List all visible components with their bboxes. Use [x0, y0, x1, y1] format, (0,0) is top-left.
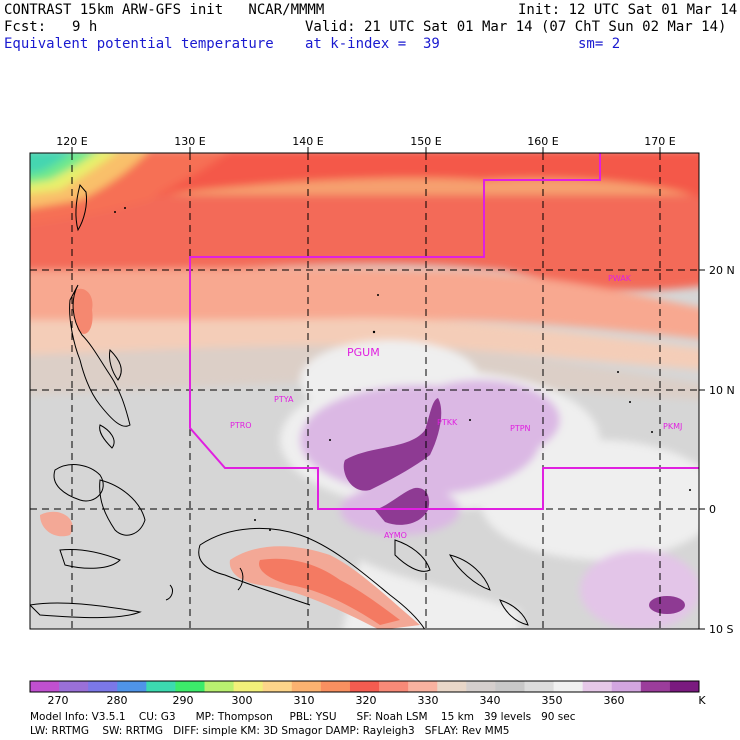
colorbar-swatch — [291, 681, 322, 692]
smoothing: sm= 2 — [578, 36, 621, 52]
axis-ticks — [71, 147, 705, 630]
colorbar-unit: K — [698, 694, 706, 707]
colorbar-swatch — [379, 681, 409, 692]
forecast-hour-label: Fcst: — [4, 19, 47, 35]
colorbar-frame — [29, 680, 700, 693]
model-info-line2: LW: RRTMG SW: RRTMG DIFF: simple KM: 3D … — [30, 725, 510, 737]
init-time: Init: 12 UTC Sat 01 Mar 14 — [518, 2, 738, 18]
model-title: CONTRAST 15km ARW-GFS init NCAR/MMMM — [4, 2, 325, 18]
colorbar-swatch — [117, 681, 147, 692]
colorbar-label-350: 350 — [541, 694, 563, 707]
domain-boundary — [189, 153, 699, 510]
colorbar-label-280: 280 — [106, 694, 128, 707]
colorbar-label-270: 270 — [47, 694, 69, 707]
station-pkmj: PKMJ — [663, 422, 682, 431]
colorbar-swatch — [88, 681, 118, 692]
colorbar-swatch — [495, 681, 525, 692]
colorbar-swatch — [582, 681, 613, 692]
colorbar-label-310: 310 — [293, 694, 315, 707]
colorbar-swatch — [349, 681, 380, 692]
temperature-field — [30, 153, 699, 629]
graticule — [30, 153, 699, 629]
lat-label-10s: 10 S — [709, 623, 733, 636]
longitude-labels: 120 E 130 E 140 E 150 E 160 E 170 E — [56, 135, 675, 148]
colorbar-label-330: 330 — [417, 694, 439, 707]
lon-label-160: 160 E — [527, 135, 558, 148]
lon-label-120: 120 E — [56, 135, 87, 148]
colorbar — [29, 680, 700, 693]
field-name: Equivalent potential temperature — [4, 36, 274, 52]
colorbar-swatch — [553, 681, 584, 692]
valid-time: Valid: 21 UTC Sat 01 Mar 14 (07 ChT Sun … — [305, 19, 727, 35]
station-ptro: PTRO — [230, 421, 252, 430]
level-index: at k-index = 39 — [305, 36, 440, 52]
lon-label-130: 130 E — [174, 135, 205, 148]
lat-label-0: 0 — [709, 503, 716, 516]
station-labels: PGUM PTYA PTRO PTKK PTPN PKMJ PWAK AYMO — [230, 274, 682, 540]
colorbar-swatch — [204, 681, 235, 692]
colorbar-swatch — [233, 681, 264, 692]
colorbar-swatch — [524, 681, 555, 692]
station-ptkk: PTKK — [437, 418, 458, 427]
colorbar-swatch — [640, 681, 671, 692]
colorbar-swatch — [669, 681, 700, 692]
map-frame — [29, 152, 700, 630]
colorbar-swatch — [408, 681, 438, 692]
colorbar-swatch — [437, 681, 467, 692]
coastlines — [30, 183, 529, 629]
colorbar-label-300: 300 — [231, 694, 253, 707]
station-ptya: PTYA — [274, 395, 294, 404]
colorbar-label-290: 290 — [172, 694, 194, 707]
lat-label-10n: 10 N — [709, 384, 735, 397]
colorbar-swatch — [320, 681, 351, 692]
colorbar-swatch — [175, 681, 206, 692]
station-ptpn: PTPN — [510, 424, 531, 433]
lat-label-20n: 20 N — [709, 264, 735, 277]
lon-label-150: 150 E — [410, 135, 441, 148]
model-info-line1: Model Info: V3.5.1 CU: G3 MP: Thompson P… — [30, 711, 576, 723]
station-pgum: PGUM — [347, 346, 380, 359]
small-islands — [114, 207, 691, 531]
colorbar-label-340: 340 — [479, 694, 501, 707]
forecast-hour-value: 9 h — [72, 19, 98, 35]
colorbar-swatch — [262, 681, 293, 692]
colorbar-label-320: 320 — [355, 694, 377, 707]
station-aymo: AYMO — [384, 531, 407, 540]
colorbar-label-360: 360 — [603, 694, 625, 707]
colorbar-swatch — [466, 681, 496, 692]
colorbar-swatch — [611, 681, 642, 692]
colorbar-swatch — [59, 681, 89, 692]
colorbar-swatch — [30, 681, 60, 692]
lon-label-170: 170 E — [644, 135, 675, 148]
colorbar-swatch — [146, 681, 176, 692]
lon-label-140: 140 E — [292, 135, 323, 148]
station-pwak: PWAK — [608, 274, 632, 283]
latitude-labels: 20 N 10 N 0 10 S — [709, 264, 735, 636]
